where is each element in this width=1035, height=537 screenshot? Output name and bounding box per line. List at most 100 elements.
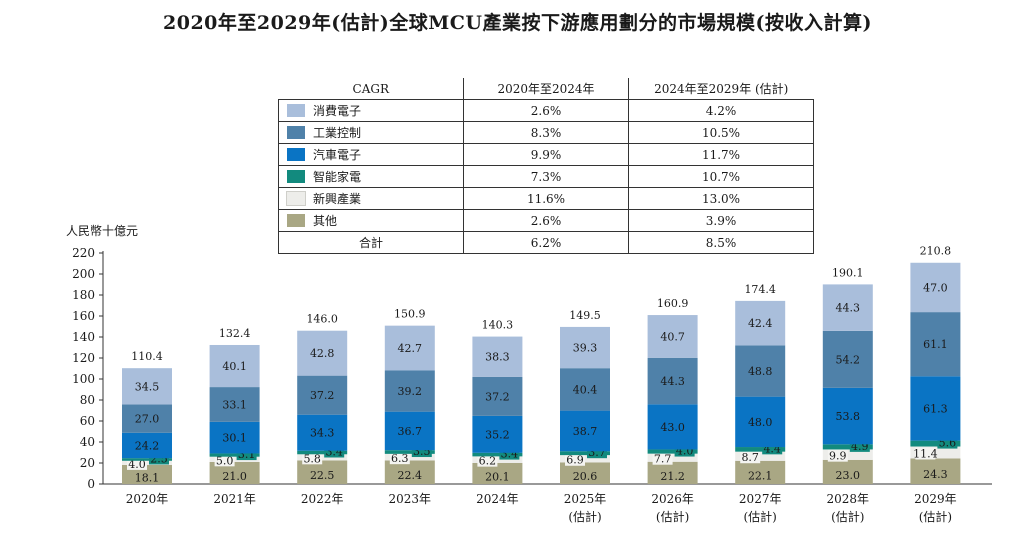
y-tick-label: 40: [80, 435, 95, 449]
bar-segment: [384, 460, 435, 484]
bar-segment: [822, 330, 873, 388]
x-tick-label: 2024年: [476, 492, 519, 506]
bar-segment: [297, 450, 348, 455]
bar-value-label: 22.4: [398, 469, 423, 482]
cagr-value-2020-2024: 7.3%: [463, 165, 629, 188]
bar-segment: [910, 312, 961, 377]
bar-value-label: 42.8: [310, 347, 335, 360]
bar-value-label: 36.7: [398, 425, 423, 438]
bar-value-label: 53.8: [836, 410, 861, 423]
bar-value-label: 40.1: [222, 360, 247, 373]
bar-total-label: 110.4: [131, 350, 163, 363]
bar-segment: [384, 450, 435, 454]
bar-value-label: 24.3: [923, 468, 948, 481]
bar-total-label: 150.9: [394, 308, 426, 321]
legend-label: 汽車電子: [313, 148, 362, 162]
bar-segment: [209, 344, 260, 388]
x-tick-label: 2026年: [651, 492, 694, 506]
cagr-total-label: 合計: [278, 231, 464, 254]
cagr-value-2020-2024: 8.3%: [463, 121, 629, 144]
bar-value-label: 6.9: [566, 454, 584, 467]
bar-segment: [472, 376, 523, 416]
bar-total-label: 146.0: [306, 313, 338, 326]
cagr-value-2020-2024: 2.6%: [463, 99, 629, 122]
bar-value-label: 21.0: [222, 470, 247, 483]
bar-total-label: 160.9: [657, 297, 689, 310]
bar-segment: [560, 451, 610, 456]
bar-segment: [735, 396, 786, 448]
legend-swatch: [287, 214, 305, 227]
bar-value-label: 47.0: [923, 281, 948, 294]
y-tick-label: 140: [72, 330, 95, 344]
bar-value-label: 39.3: [573, 342, 598, 355]
legend-label: 消費電子: [313, 104, 362, 118]
legend-swatch: [286, 191, 306, 206]
cagr-value-2024-2029: 3.9%: [628, 209, 814, 232]
bar-value-label: 39.2: [398, 385, 423, 398]
legend-label: 其他: [313, 214, 338, 228]
bar-value-label: 8.7: [741, 451, 759, 464]
bar-value-label: 20.1: [485, 470, 510, 483]
y-tick-label: 180: [72, 288, 95, 302]
bar-total-label: 210.8: [920, 245, 952, 258]
bar-segment: [822, 459, 873, 484]
legend-swatch: [287, 126, 305, 139]
bar-segment: [209, 421, 260, 454]
value-label-bg: [302, 452, 323, 465]
bar-value-label: 22.5: [310, 469, 335, 482]
bar-value-label: 61.1: [923, 338, 948, 351]
x-tick-label: 2029年: [914, 492, 957, 506]
bar-value-label: 40.4: [573, 383, 598, 396]
cagr-row: 消費電子 2.6% 4.2%: [278, 99, 814, 122]
bar-value-label: 48.8: [748, 365, 773, 378]
x-tick-label: (估計): [919, 509, 952, 524]
bar-total-label: 132.4: [219, 327, 251, 340]
cagr-header-label: CAGR: [278, 78, 464, 100]
value-label-bg: [214, 454, 235, 467]
cagr-row: 其他 2.6% 3.9%: [278, 209, 814, 232]
y-tick-label: 200: [72, 267, 95, 281]
chart-title: 2020年至2029年(估計)全球MCU產業按下游應用劃分的市場規模(按收入計算…: [163, 12, 872, 34]
bar-segment: [560, 326, 610, 369]
bar-value-label: 22.1: [748, 469, 773, 482]
bar-segment: [822, 387, 873, 445]
bar-segment: [910, 458, 961, 484]
bar-value-label: 5.8: [303, 452, 321, 465]
bar-value-label: 48.0: [748, 416, 773, 429]
y-tick-label: 20: [80, 456, 95, 470]
bar-value-label: 18.1: [135, 471, 160, 484]
cagr-value-2020-2024: 2.6%: [463, 209, 629, 232]
value-label-bg: [565, 453, 585, 466]
cagr-value-2020-2024: 11.6%: [463, 187, 629, 210]
value-label-bg: [652, 452, 673, 465]
bar-total-label: 190.1: [832, 266, 864, 279]
x-tick-label: (估計): [744, 509, 777, 524]
x-tick-label: 2023年: [389, 492, 432, 506]
bar-value-label: 42.7: [398, 342, 423, 355]
cagr-table: CAGR 2020年至2024年 2024年至2029年 (估計) 消費電子 2.…: [278, 78, 814, 254]
bar-segment: [735, 345, 786, 397]
legend-label: 智能家電: [313, 170, 362, 184]
bar-segment: [122, 432, 172, 459]
cagr-value-2024-2029: 10.5%: [628, 121, 814, 144]
bar-value-label: 9.9: [829, 450, 847, 463]
x-tick-label: 2021年: [213, 492, 256, 506]
bar-segment: [297, 330, 348, 376]
bar-segment: [735, 460, 786, 484]
bar-segment: [735, 447, 786, 452]
cagr-value-2024-2029: 10.7%: [628, 165, 814, 188]
cagr-value-2024-2029: 11.7%: [628, 143, 814, 166]
y-tick-label: 60: [80, 414, 95, 428]
x-tick-label: (估計): [656, 509, 689, 524]
bar-segment: [122, 404, 172, 433]
bar-segment: [472, 456, 523, 463]
bar-segment: [472, 452, 523, 457]
bar-value-label: 33.1: [222, 398, 247, 411]
bar-value-label: 38.3: [485, 351, 510, 364]
bar-segment: [472, 336, 523, 377]
value-label-bg: [477, 454, 498, 467]
bar-value-label: 44.3: [660, 375, 685, 388]
bar-value-label: 34.5: [135, 380, 160, 393]
bar-segment: [384, 411, 435, 451]
bar-value-label: 6.2: [479, 455, 497, 468]
